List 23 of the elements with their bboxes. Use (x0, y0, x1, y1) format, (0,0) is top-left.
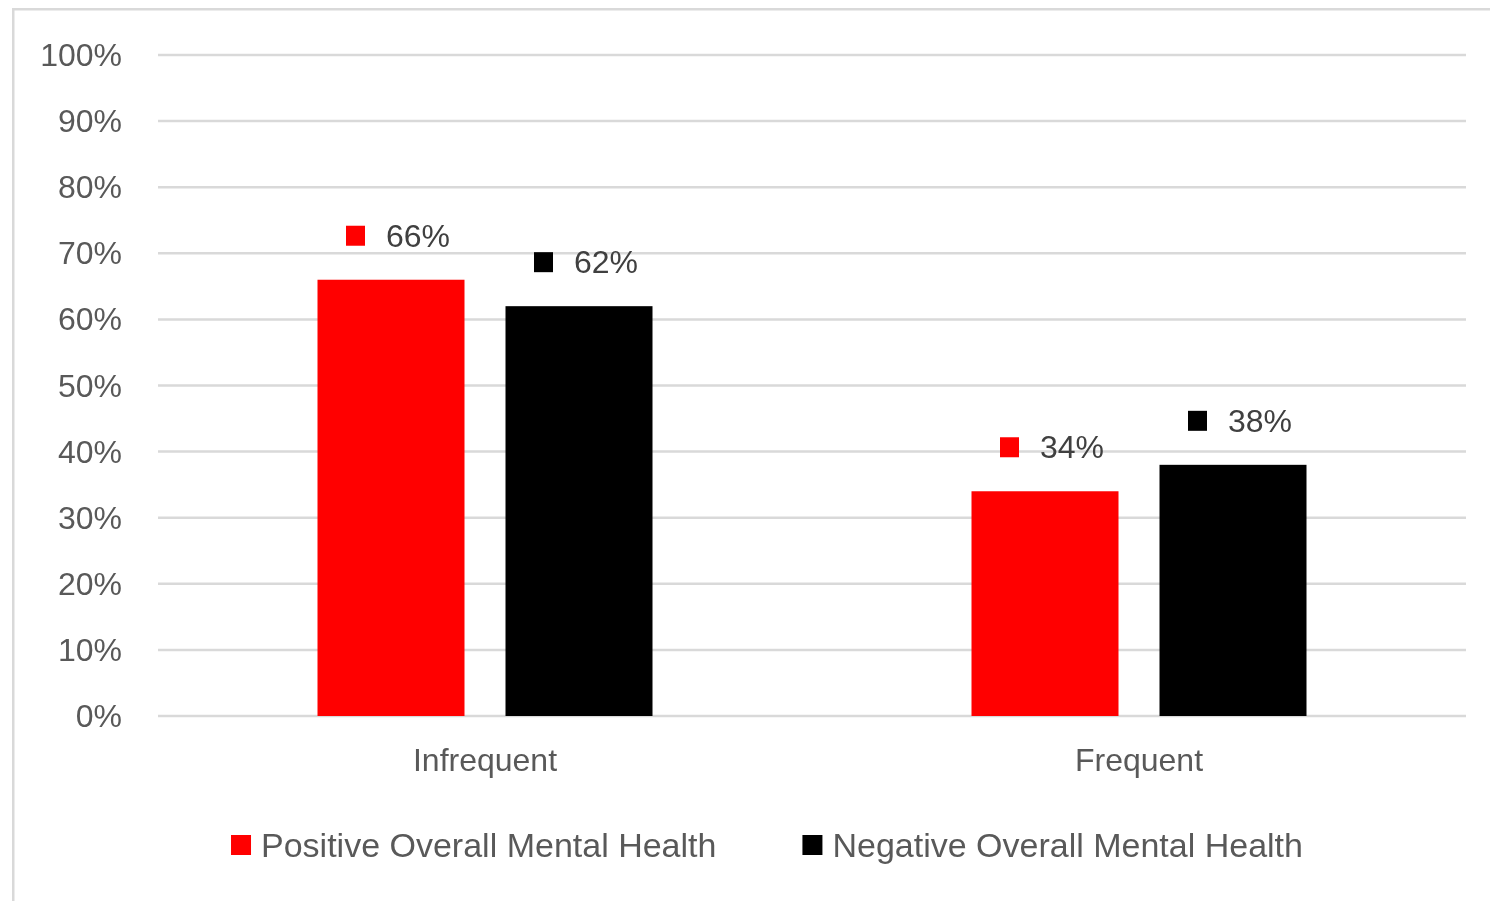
y-tick-label: 70% (57, 235, 122, 272)
x-tick-label: Infrequent (412, 742, 558, 778)
y-tick-label: 20% (57, 565, 122, 602)
bar (1159, 464, 1307, 716)
y-tick-label: 50% (57, 367, 122, 404)
y-tick-label: 40% (57, 433, 122, 470)
legend-label: Negative Overall Mental Health (832, 826, 1303, 864)
y-tick-label: 30% (57, 499, 122, 536)
data-label: 38% (1228, 402, 1293, 439)
y-tick-label: 0% (75, 698, 122, 734)
y-tick-label: 60% (57, 301, 122, 338)
data-label: 62% (574, 244, 639, 281)
bar (317, 279, 465, 716)
bar (971, 491, 1119, 716)
y-tick-label: 10% (57, 631, 122, 668)
bar (505, 306, 653, 716)
y-tick-label: 80% (57, 169, 122, 206)
y-tick-label: 100% (40, 37, 122, 73)
y-tick-label: 90% (57, 103, 122, 140)
x-tick-label: Frequent (1074, 742, 1204, 778)
legend-label: Positive Overall Mental Health (261, 826, 717, 864)
data-label: 34% (1040, 429, 1105, 466)
data-label: 66% (386, 217, 451, 254)
